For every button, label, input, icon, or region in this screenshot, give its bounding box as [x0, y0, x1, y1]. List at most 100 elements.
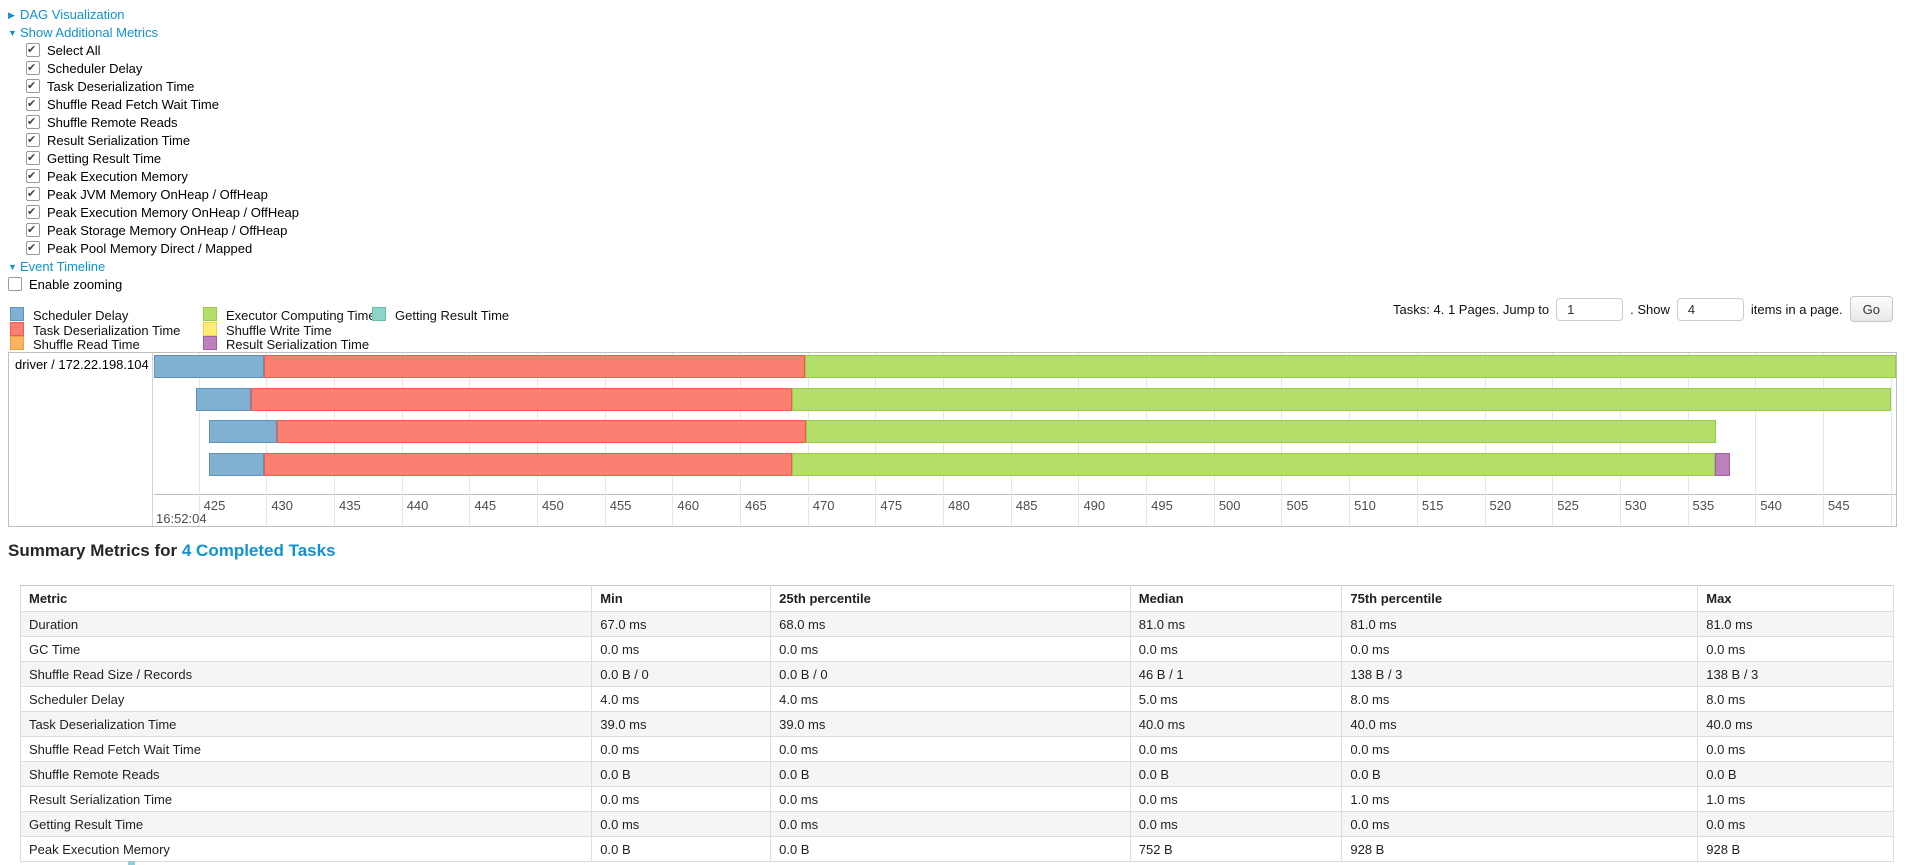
- task-bar-scheduler-delay[interactable]: [195, 388, 252, 411]
- items-per-page-input[interactable]: [1676, 297, 1744, 321]
- summary-table-cell: Getting Result Time: [19, 811, 593, 837]
- legend-label: Result Serialization Time: [226, 337, 370, 353]
- metric-checkbox[interactable]: [26, 77, 40, 95]
- legend-item: Task Deserialization Time: [10, 321, 180, 337]
- summary-table-row: Getting Result Time 0.0 ms 0.0 ms 0.0 ms 0.0…: [19, 811, 1894, 837]
- summary-table-cell: 0.0 ms: [1129, 786, 1343, 812]
- summary-table-cell: 0.0 B: [591, 836, 772, 862]
- timeline-gridline: [1822, 353, 1824, 526]
- summary-table-cell: 0.0 ms: [591, 811, 772, 837]
- task-bar-result-serialization[interactable]: [1714, 453, 1730, 476]
- metric-checkbox-row: Peak Pool Memory Direct / Mapped: [26, 239, 299, 258]
- timeline-gridline: [198, 353, 200, 526]
- metric-checkbox[interactable]: [26, 59, 40, 77]
- summary-table-cell: 0.0 ms: [770, 786, 1131, 812]
- timeline-tick-label: 490: [1083, 498, 1106, 513]
- task-bar-task-deserialization[interactable]: [263, 355, 806, 378]
- task-bar-task-deserialization[interactable]: [251, 388, 792, 411]
- summary-table-cell: 752 B: [1129, 836, 1343, 862]
- legend-label: Shuffle Read Time: [33, 337, 140, 353]
- expanded-arrow-icon: ▼: [8, 262, 17, 272]
- task-bar-executor-computing[interactable]: [791, 453, 1715, 476]
- metric-checkbox[interactable]: [26, 41, 40, 59]
- metric-checkbox[interactable]: [26, 185, 40, 203]
- summary-table-cell: 0.0 ms: [1697, 636, 1894, 662]
- legend-item: Getting Result Time: [372, 307, 509, 323]
- summary-table-cell: 0.0 ms: [591, 786, 772, 812]
- task-bar-scheduler-delay[interactable]: [209, 420, 278, 443]
- metric-checkbox[interactable]: [26, 131, 40, 149]
- metric-checkbox[interactable]: [26, 113, 40, 131]
- timeline-tick-label: 445: [474, 498, 497, 513]
- timeline-tick-label: 455: [609, 498, 632, 513]
- task-bar-scheduler-delay[interactable]: [154, 355, 264, 378]
- metric-checkbox-label: Scheduler Delay: [47, 61, 143, 76]
- summary-table-cell: 8.0 ms: [1697, 686, 1894, 712]
- summary-table-cell: 138 B / 3: [1341, 661, 1699, 687]
- metric-checkbox-label: Shuffle Read Fetch Wait Time: [47, 97, 219, 112]
- dag-visualization-toggle[interactable]: ▶ DAG Visualization: [8, 6, 299, 24]
- task-deserialization-swatch-icon: [10, 321, 24, 336]
- summary-table-cell: 0.0 ms: [770, 811, 1131, 837]
- summary-table-cell: Task Deserialization Time: [19, 711, 593, 737]
- summary-table-cell: 0.0 ms: [1697, 736, 1894, 762]
- timeline-group-column: driver / 172.22.198.104: [9, 353, 153, 526]
- timeline-tick-label: 475: [880, 498, 903, 513]
- task-bar-task-deserialization[interactable]: [263, 453, 792, 476]
- summary-table-cell: Duration: [19, 611, 593, 637]
- timeline-tick-label: 520: [1489, 498, 1512, 513]
- summary-table-cell: 39.0 ms: [591, 711, 772, 737]
- metric-checkbox-row: Getting Result Time: [26, 149, 299, 168]
- summary-table-cell: Peak Execution Memory: [19, 836, 593, 862]
- task-bar-scheduler-delay[interactable]: [209, 453, 264, 476]
- legend-item: Scheduler Delay: [10, 307, 180, 323]
- summary-table-cell: 0.0 B: [1129, 761, 1343, 787]
- event-timeline-chart: driver / 172.22.198.104 16:52:04 425 430 4…: [8, 352, 1897, 527]
- task-bar-task-deserialization[interactable]: [277, 420, 807, 443]
- summary-table-cell: 5.0 ms: [1129, 686, 1343, 712]
- summary-table-row: Scheduler Delay 4.0 ms 4.0 ms 5.0 ms 8.0 ms 8…: [19, 686, 1894, 712]
- summary-table-cell: 0.0 B: [591, 761, 772, 787]
- shuffle-write-swatch-icon: [203, 321, 217, 336]
- summary-table-cell: 928 B: [1697, 836, 1894, 862]
- enable-zooming-label: Enable zooming: [29, 277, 123, 292]
- legend-column: Scheduler Delay Task Deserialization Time…: [10, 307, 180, 353]
- metric-checkbox[interactable]: [26, 203, 40, 221]
- event-timeline-toggle[interactable]: ▼ Event Timeline: [8, 258, 299, 276]
- go-button[interactable]: Go: [1849, 296, 1893, 322]
- timeline-tick-label: 450: [542, 498, 564, 513]
- metric-checkbox[interactable]: [26, 95, 40, 113]
- summary-table-cell: Shuffle Remote Reads: [19, 761, 593, 787]
- pagination-mid-text: . Show: [1630, 301, 1670, 317]
- summary-table-cell: 46 B / 1: [1129, 661, 1343, 687]
- task-bar-executor-computing[interactable]: [806, 420, 1716, 443]
- metric-checkbox[interactable]: [26, 167, 40, 185]
- metric-checkbox-row: Peak Execution Memory: [26, 167, 299, 186]
- metric-checkbox-label: Peak Execution Memory: [47, 169, 188, 184]
- metric-checkbox[interactable]: [26, 149, 40, 167]
- jump-to-page-input[interactable]: [1556, 297, 1624, 321]
- show-additional-metrics-toggle[interactable]: ▼ Show Additional Metrics: [8, 24, 299, 42]
- metric-checkbox-label: Task Deserialization Time: [47, 79, 195, 94]
- expanded-arrow-icon: ▼: [8, 28, 17, 38]
- dag-visualization-label: DAG Visualization: [20, 7, 125, 22]
- summary-table-cell: 4.0 ms: [770, 686, 1131, 712]
- timeline-tick-label: 470: [812, 498, 835, 513]
- task-bar-executor-computing[interactable]: [791, 388, 1891, 411]
- completed-tasks-link[interactable]: 4 Completed Tasks: [181, 541, 336, 560]
- task-bar-executor-computing[interactable]: [805, 355, 1896, 378]
- timeline-tick-label: 425: [203, 498, 226, 513]
- timeline-tick-label: 545: [1827, 498, 1850, 513]
- timeline-tick-label: 485: [1015, 498, 1038, 513]
- summary-table-cell: 0.0 ms: [1697, 811, 1894, 837]
- summary-table-cell: 138 B / 3: [1697, 661, 1894, 687]
- enable-zooming-checkbox[interactable]: [8, 277, 22, 291]
- timeline-tick-label: 480: [948, 498, 970, 513]
- metric-checkbox[interactable]: [26, 239, 40, 257]
- summary-table-cell: 81.0 ms: [1341, 611, 1699, 637]
- summary-table-cell: 0.0 ms: [591, 636, 772, 662]
- metric-checkbox-label: Peak Pool Memory Direct / Mapped: [47, 241, 253, 256]
- metric-checkbox[interactable]: [26, 221, 40, 239]
- summary-table-cell: 0.0 B: [1341, 761, 1699, 787]
- summary-table-cell: 68.0 ms: [770, 611, 1131, 637]
